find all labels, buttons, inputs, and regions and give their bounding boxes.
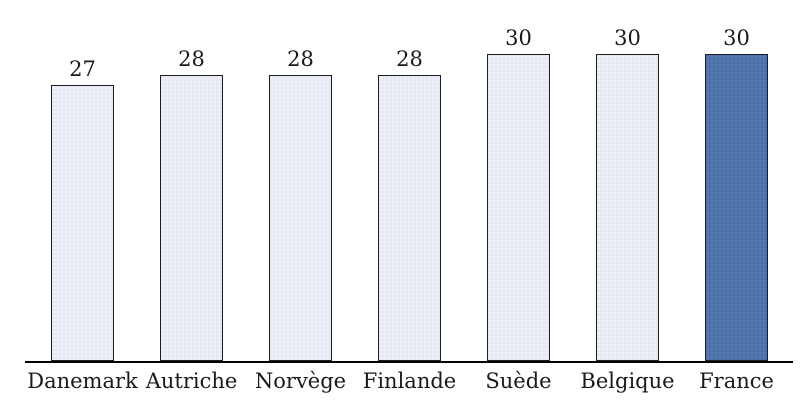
bar (487, 54, 550, 361)
bar-value-label: 30 (614, 25, 641, 50)
bar-value-label: 27 (69, 56, 96, 81)
bar-category-label: Danemark (27, 369, 138, 393)
bar-group: 27 Danemark (27, 56, 138, 393)
bar-group: 30 Belgique (580, 25, 674, 393)
bar-value-label: 28 (178, 46, 205, 71)
bar-group: 28 Finlande (363, 46, 456, 393)
bar-group: 30 France (699, 25, 774, 393)
bar (378, 75, 441, 361)
bar (596, 54, 659, 361)
bar-group: 30 Suède (485, 25, 551, 393)
bar (705, 54, 768, 361)
bar-category-label: Finlande (362, 369, 457, 393)
bar (51, 85, 114, 361)
bar-category-label: Autriche (145, 369, 238, 393)
bar-category-label: Norvège (254, 369, 347, 393)
bar-value-label: 28 (396, 46, 423, 71)
bar-value-label: 30 (505, 25, 532, 50)
bar-value-label: 30 (723, 25, 750, 50)
bar-category-label: Belgique (580, 369, 675, 393)
bar-group: 28 Autriche (146, 46, 238, 393)
bar-group: 28 Norvège (255, 46, 346, 393)
x-axis-line (25, 361, 793, 363)
bar (160, 75, 223, 361)
bar-value-label: 28 (287, 46, 314, 71)
bar-category-label: Suède (485, 369, 552, 393)
bar (269, 75, 332, 361)
bar-category-label: France (699, 369, 774, 393)
